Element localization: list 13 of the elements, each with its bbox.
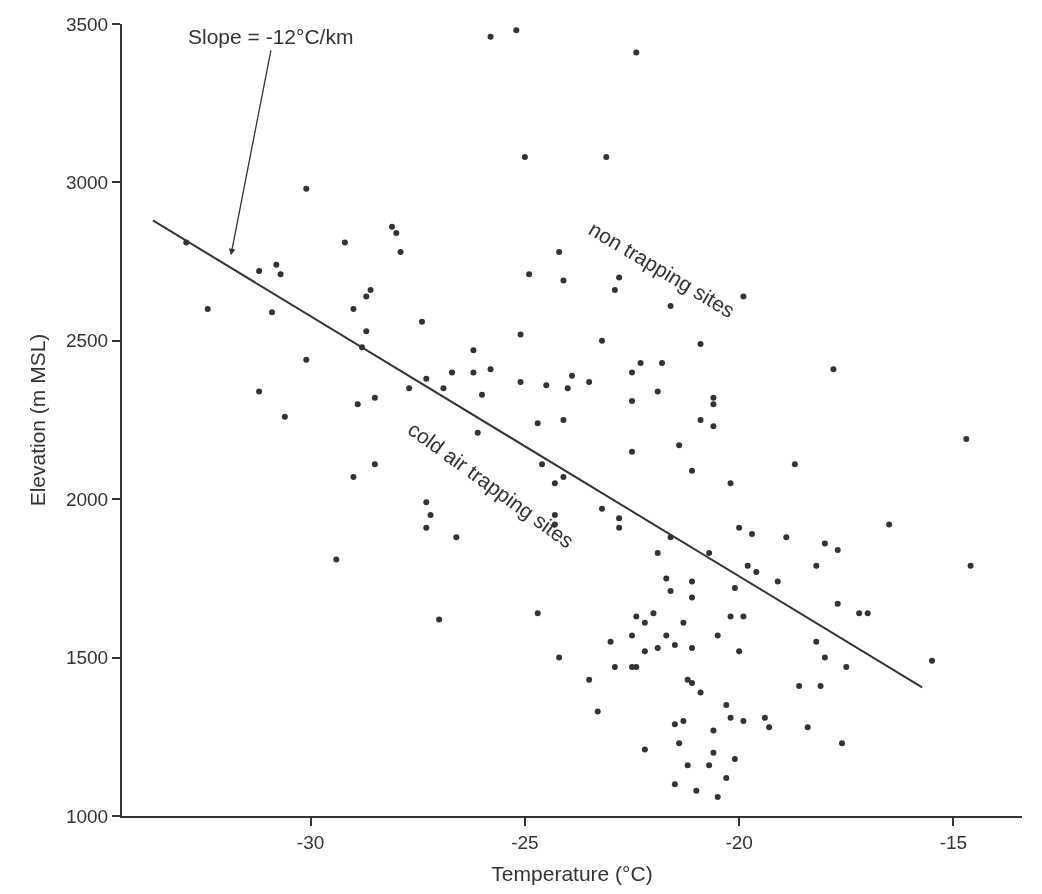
y-tick-label: 1500 — [65, 647, 109, 669]
y-tick-label: 1000 — [65, 805, 109, 827]
x-tick-label: -25 — [511, 831, 539, 853]
annotation: Slope = -12°C/km — [188, 25, 354, 48]
x-tick-label: -30 — [296, 831, 325, 853]
x-tick-label: -15 — [939, 831, 968, 853]
y-tick-label: 3500 — [65, 13, 109, 35]
y-tick-label: 3000 — [65, 172, 109, 194]
y-axis-title: Elevation (m MSL) — [25, 333, 49, 507]
x-tick-label: -20 — [725, 831, 753, 853]
y-tick-label: 2000 — [65, 488, 109, 510]
x-axis-title: Temperature (°C) — [491, 862, 653, 886]
y-tick-label: 2500 — [65, 330, 109, 352]
